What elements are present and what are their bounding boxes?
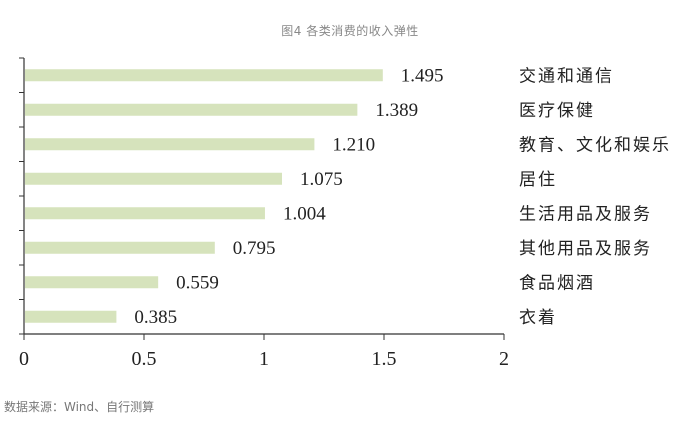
x-tick-label: 1.5	[372, 348, 397, 370]
x-tick-label: 0	[19, 348, 29, 370]
category-label: 衣着	[519, 308, 557, 328]
value-label: 1.004	[283, 203, 326, 224]
bar	[25, 276, 159, 289]
source-note: 数据来源：Wind、自行测算	[4, 400, 155, 414]
chart-title: 图4 各类消费的收入弹性	[281, 24, 419, 38]
category-label: 交通和通信	[519, 66, 614, 86]
category-label: 医疗保健	[519, 101, 595, 121]
bar	[25, 103, 358, 116]
category-label: 居住	[519, 170, 557, 190]
value-label: 1.495	[401, 65, 444, 86]
x-tick-label: 2	[499, 348, 509, 370]
category-label: 食品烟酒	[519, 273, 595, 293]
value-label: 0.559	[176, 272, 219, 293]
value-label: 1.389	[375, 100, 418, 121]
category-label: 其他用品及服务	[519, 239, 652, 259]
value-label: 1.075	[300, 169, 343, 190]
bar	[25, 241, 215, 254]
bar	[25, 310, 117, 323]
x-tick-label: 0.5	[132, 348, 157, 370]
value-label: 1.210	[332, 134, 375, 155]
category-label: 教育、文化和娱乐	[519, 135, 671, 155]
value-label: 0.385	[134, 307, 177, 328]
bar	[25, 207, 265, 220]
category-label: 生活用品及服务	[519, 204, 652, 224]
bar	[25, 172, 282, 185]
value-label: 0.795	[233, 238, 276, 259]
x-tick-label: 1	[259, 348, 269, 370]
bar	[25, 69, 383, 82]
bar	[25, 138, 315, 151]
